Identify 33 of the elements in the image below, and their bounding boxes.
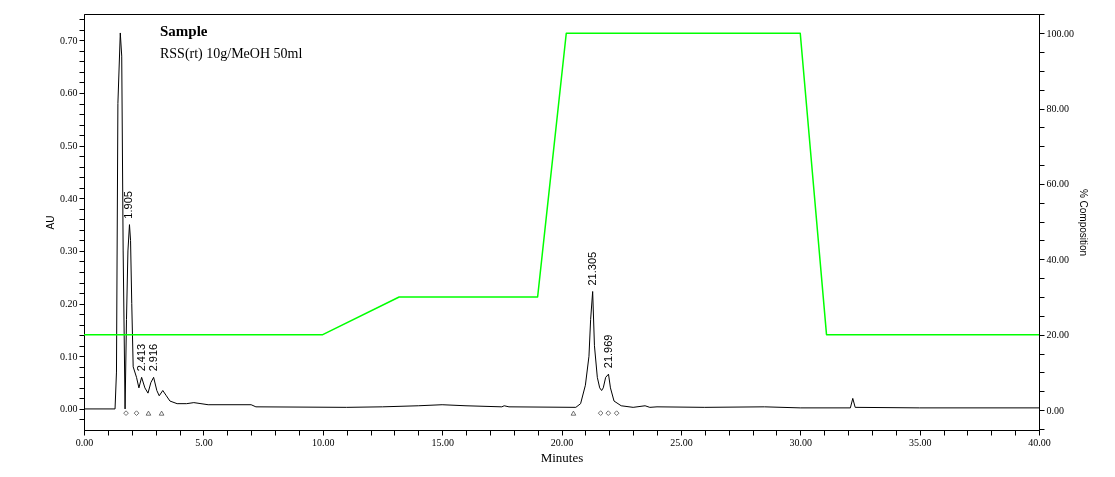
text: Sample bbox=[160, 23, 208, 40]
y2-tick-label: 60.00 bbox=[1046, 178, 1069, 190]
x-tick-label: 5.00 bbox=[195, 436, 213, 448]
y-tick-label: 0.30 bbox=[60, 245, 78, 257]
x-axis-title: Minutes bbox=[540, 449, 584, 465]
annotation: 1.905 bbox=[122, 191, 135, 219]
y2-tick-label: 20.00 bbox=[1046, 329, 1069, 341]
x-tick-label: 30.00 bbox=[789, 436, 812, 448]
annotation: 2.916 bbox=[146, 343, 159, 372]
x-tick-label: 25.00 bbox=[670, 436, 693, 448]
text: RSS(rt) 10g/MeOH 50ml bbox=[160, 46, 303, 63]
x-tick-label: 35.00 bbox=[908, 436, 932, 448]
y-tick-label: 0.70 bbox=[60, 34, 78, 46]
x-tick-label: 0.00 bbox=[75, 436, 94, 448]
annotation: 21.305 bbox=[585, 251, 598, 286]
y2-tick-label: 0.00 bbox=[1046, 404, 1064, 416]
x-tick-label: 40.00 bbox=[1028, 436, 1051, 448]
y2-tick-label: 80.00 bbox=[1046, 103, 1069, 115]
y-tick-label: 0.60 bbox=[60, 87, 78, 99]
y-tick-label: 0.10 bbox=[60, 350, 78, 362]
annotation: 21.969 bbox=[601, 334, 614, 369]
y-tick-label: 0.50 bbox=[60, 140, 78, 152]
y2-tick-label: 100.00 bbox=[1046, 27, 1074, 39]
y2-tick-label: 40.00 bbox=[1046, 253, 1069, 265]
y-tick-label: 0.40 bbox=[60, 192, 78, 204]
x-tick-label: 20.00 bbox=[550, 436, 574, 448]
y2-axis-title: % Composition bbox=[1078, 188, 1089, 257]
y-axis-title: AU bbox=[45, 215, 56, 230]
y-tick-label: 0.00 bbox=[60, 403, 78, 415]
annotation: 2.413 bbox=[134, 343, 147, 372]
x-tick-label: 15.00 bbox=[431, 436, 454, 448]
y-tick-label: 0.20 bbox=[60, 298, 78, 310]
x-tick-label: 10.00 bbox=[312, 436, 335, 448]
